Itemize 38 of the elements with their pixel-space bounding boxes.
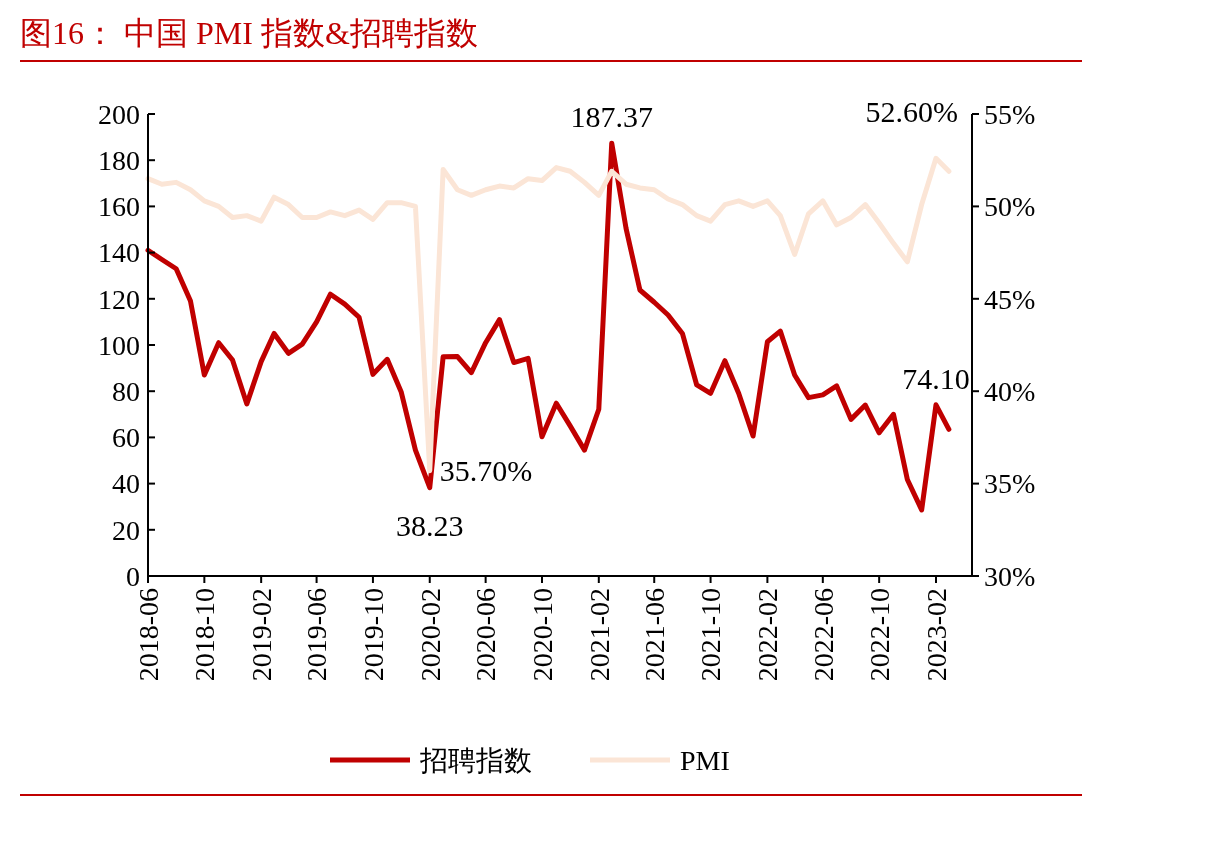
data-label: 52.60%	[865, 95, 958, 129]
data-label: 187.37	[570, 100, 653, 134]
x-tick-label: 2018-10	[189, 588, 221, 682]
y2-tick-label: 30%	[984, 560, 1036, 592]
data-label: 74.10	[902, 361, 970, 395]
x-tick-label: 2022-06	[807, 588, 839, 682]
y-tick-label: 120	[98, 283, 140, 315]
x-tick-label: 2020-06	[470, 588, 502, 682]
y2-tick-label: 40%	[984, 376, 1036, 407]
chart-title: 图16： 中国 PMI 指数&招聘指数	[20, 15, 478, 51]
y-tick-label: 20	[112, 514, 140, 546]
y-tick-label: 60	[112, 422, 140, 454]
y-tick-label: 200	[98, 98, 140, 130]
data-label: 35.70%	[439, 453, 533, 487]
x-tick-label: 2023-02	[920, 588, 952, 682]
x-tick-label: 2020-02	[414, 588, 446, 682]
legend-label: 招聘指数	[419, 744, 532, 776]
x-tick-label: 2019-02	[245, 588, 277, 682]
y-tick-label: 100	[98, 329, 140, 361]
x-tick-label: 2019-06	[301, 588, 333, 682]
y-tick-label: 160	[98, 191, 140, 223]
data-label: 38.23	[396, 508, 464, 542]
y-tick-label: 180	[98, 145, 140, 176]
x-tick-label: 2022-10	[863, 588, 895, 682]
y-tick-label: 80	[112, 376, 140, 407]
y-tick-label: 40	[112, 468, 140, 500]
x-tick-label: 2021-02	[583, 588, 615, 682]
y2-tick-label: 35%	[984, 468, 1036, 500]
legend-label: PMI	[680, 744, 730, 776]
y-tick-label: 140	[98, 237, 140, 269]
x-tick-label: 2021-10	[695, 588, 727, 682]
x-tick-label: 2020-10	[526, 588, 558, 682]
x-tick-label: 2019-10	[357, 588, 389, 682]
y2-tick-label: 45%	[984, 283, 1036, 315]
y2-tick-label: 55%	[984, 98, 1036, 130]
x-tick-label: 2022-02	[752, 588, 784, 682]
x-tick-label: 2021-06	[639, 588, 671, 682]
y2-tick-label: 50%	[984, 191, 1036, 223]
